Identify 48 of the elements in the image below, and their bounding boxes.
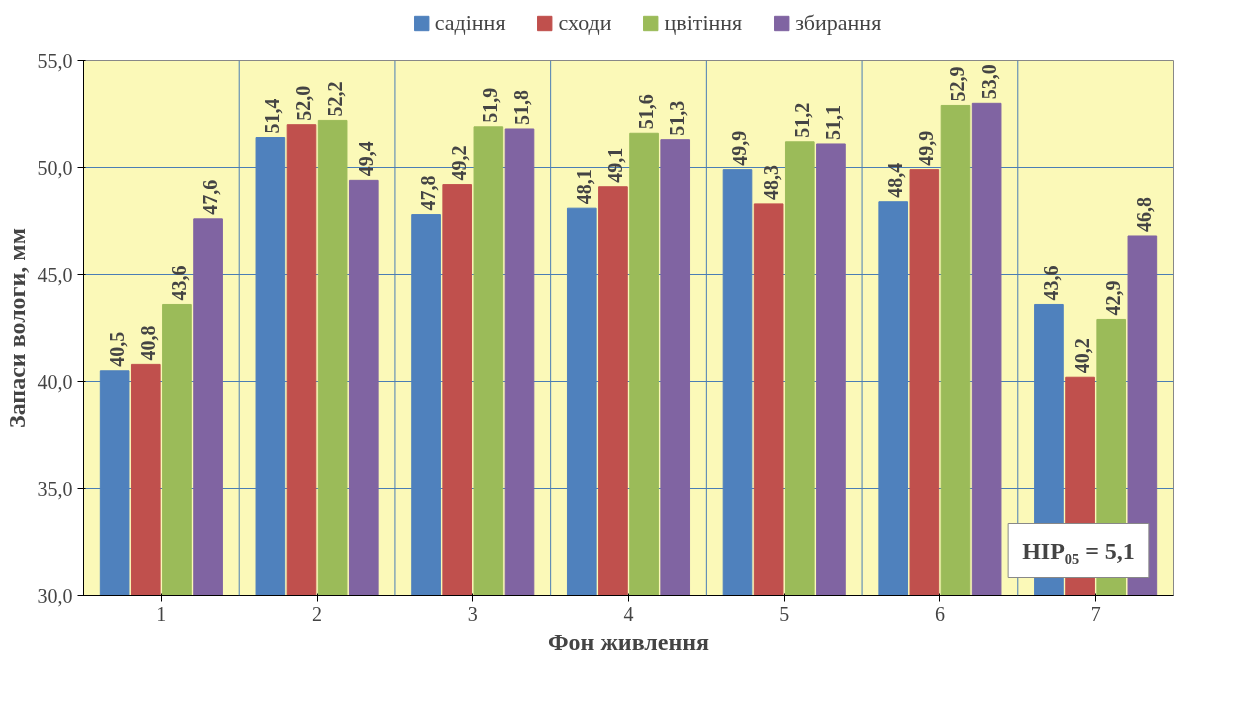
data-label: 43,6 <box>1039 265 1062 301</box>
data-label: 48,4 <box>884 162 907 198</box>
legend-label: збирання <box>795 10 882 36</box>
y-tick-label: 30,0 <box>37 584 73 607</box>
x-tick-label: 1 <box>156 602 167 625</box>
data-label: 53,0 <box>977 64 1000 100</box>
data-label: 42,9 <box>1102 280 1125 316</box>
legend-label: садіння <box>434 10 506 36</box>
data-label: 43,6 <box>167 265 190 301</box>
x-tick-label: 4 <box>623 602 634 625</box>
y-tick-label: 45,0 <box>37 263 73 286</box>
legend-label: цвітіння <box>664 10 743 36</box>
y-tick-label: 40,0 <box>37 370 73 393</box>
data-label: 49,9 <box>915 130 938 166</box>
data-label: 40,5 <box>105 331 128 367</box>
data-label: 52,0 <box>292 85 315 121</box>
x-axis-title: Фон живлення <box>547 628 710 655</box>
data-label: 49,4 <box>354 141 377 177</box>
y-tick-label: 50,0 <box>37 156 73 179</box>
data-label: 49,9 <box>728 130 751 166</box>
data-label: 46,8 <box>1133 196 1156 232</box>
data-label: 52,9 <box>946 66 969 102</box>
x-tick-label: 3 <box>467 602 478 625</box>
data-label: 48,3 <box>759 164 782 200</box>
data-label: 49,2 <box>448 145 471 181</box>
data-label: 47,6 <box>199 179 222 215</box>
annotation: НІР₀₅ = 5,1 <box>1022 537 1135 564</box>
data-label: 48,1 <box>572 169 595 205</box>
data-label: 51,2 <box>790 102 813 138</box>
data-label: 47,8 <box>417 175 440 211</box>
data-label: 49,1 <box>603 147 626 183</box>
y-tick-label: 35,0 <box>37 477 73 500</box>
y-axis-title: Запаси вологи, мм <box>3 227 30 429</box>
y-tick-label: 55,0 <box>37 49 73 72</box>
data-label: 51,6 <box>635 94 658 130</box>
data-label: 51,9 <box>479 87 502 123</box>
x-tick-label: 5 <box>779 602 790 625</box>
data-label: 51,3 <box>666 100 689 136</box>
x-tick-label: 2 <box>312 602 323 625</box>
legend-label: сходи <box>558 10 612 36</box>
data-label: 40,8 <box>136 325 159 361</box>
x-tick-label: 6 <box>934 602 945 625</box>
data-label: 51,1 <box>821 104 844 140</box>
data-label: 51,8 <box>510 89 533 125</box>
data-label: 52,2 <box>323 81 346 117</box>
data-label: 40,2 <box>1071 338 1094 374</box>
data-label: 51,4 <box>261 98 284 134</box>
x-tick-label: 7 <box>1090 602 1101 625</box>
